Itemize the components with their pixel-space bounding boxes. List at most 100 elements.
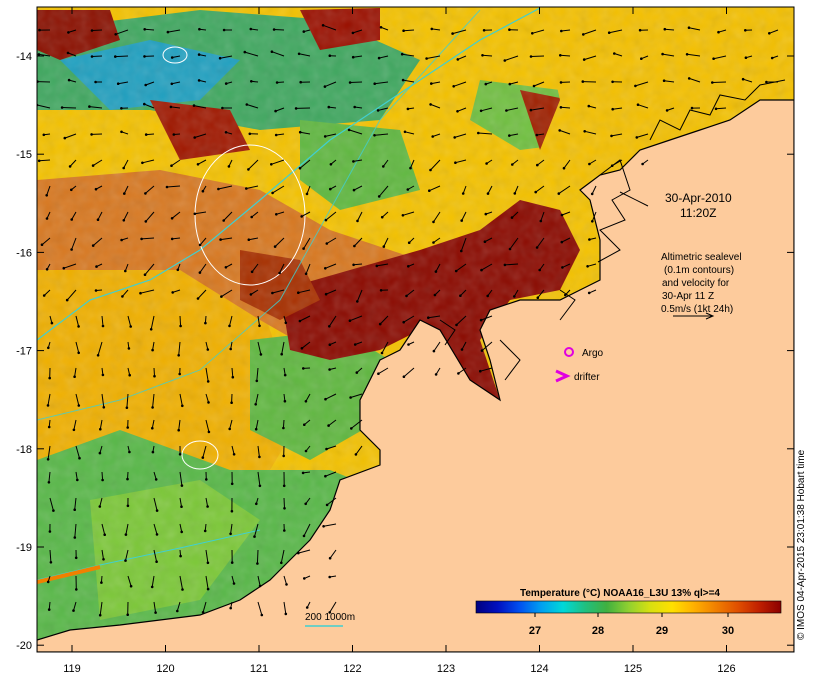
velocity-arrow-head (62, 266, 66, 270)
velocity-arrow-head (298, 319, 302, 323)
velocity-arrow (153, 367, 155, 377)
velocity-arrow-head (353, 343, 357, 346)
velocity-arrow-head (321, 24, 325, 27)
velocity-arrow-head (197, 79, 201, 82)
velocity-arrow (664, 80, 675, 83)
velocity-arrow-head (613, 52, 616, 55)
velocity-arrow-head (431, 135, 435, 138)
velocity-arrow-head (179, 324, 182, 328)
velocity-arrow (742, 78, 753, 83)
velocity-arrow-head (90, 29, 94, 32)
info-line-1: Altimetric sealevel (661, 252, 742, 263)
velocity-arrow-head (582, 33, 585, 36)
velocity-arrow (171, 211, 181, 219)
velocity-arrow-head (402, 375, 406, 379)
velocity-arrow-head (325, 447, 328, 451)
velocity-arrow (458, 367, 467, 374)
velocity-arrow (74, 367, 77, 377)
y-tick-label: -17 (16, 346, 32, 358)
velocity-arrow-head (77, 404, 81, 407)
velocity-arrow-head (37, 53, 41, 56)
velocity-arrow-head (350, 427, 353, 430)
velocity-arrow-head (587, 104, 591, 108)
velocity-arrow (530, 107, 545, 111)
velocity-arrow-head (741, 77, 745, 81)
velocity-arrow-head (272, 28, 276, 31)
velocity-arrow (127, 575, 132, 587)
velocity-arrow-head (250, 80, 253, 83)
velocity-arrow (218, 185, 233, 190)
velocity-arrow-head (230, 509, 234, 513)
velocity-arrow (435, 263, 441, 272)
velocity-arrow-head (150, 585, 154, 589)
velocity-arrow-head (260, 613, 264, 617)
velocity-arrow (609, 29, 623, 34)
velocity-arrow-head (770, 56, 774, 60)
bathymetry-1000m-contour (37, 9, 481, 421)
velocity-arrow-head (42, 294, 46, 297)
velocity-arrow-head (508, 82, 512, 86)
velocity-arrow (303, 523, 311, 537)
velocity-arrow-head (479, 318, 483, 322)
velocity-arrow (276, 211, 285, 215)
velocity-arrow (326, 445, 337, 450)
x-tick-label: 126 (717, 663, 735, 675)
velocity-arrow (560, 54, 571, 57)
velocity-arrow-head (687, 77, 691, 80)
velocity-arrow-head (323, 135, 327, 138)
velocity-arrow-head (401, 214, 405, 217)
velocity-arrow (101, 523, 106, 535)
velocity-arrow (281, 341, 285, 355)
velocity-arrow (353, 55, 363, 58)
velocity-arrow-head (125, 406, 129, 410)
velocity-arrow (433, 341, 441, 352)
velocity-arrow (583, 29, 597, 35)
velocity-arrow (561, 237, 571, 243)
velocity-arrow (481, 341, 493, 351)
velocity-arrow (205, 575, 209, 590)
velocity-arrow-head (352, 160, 355, 163)
velocity-arrow-head (379, 26, 383, 29)
velocity-arrow (662, 53, 675, 57)
velocity-arrow-head (100, 581, 103, 584)
velocity-arrow (687, 53, 701, 57)
velocity-arrow-head (73, 375, 76, 379)
velocity-arrow-head (303, 423, 306, 427)
velocity-arrow (152, 393, 155, 408)
velocity-arrow (453, 81, 467, 87)
velocity-arrow-head (352, 263, 355, 267)
velocity-arrow (89, 106, 103, 109)
velocity-arrow (38, 53, 51, 57)
velocity-arrow-head (122, 219, 126, 222)
velocity-arrow (101, 393, 105, 408)
velocity-arrow-head (638, 28, 642, 32)
velocity-arrow-head (67, 31, 70, 34)
velocity-arrow (283, 575, 287, 585)
velocity-arrow-head (534, 190, 537, 194)
velocity-arrow (478, 132, 493, 135)
velocity-arrow (514, 185, 519, 194)
velocity-arrow-head (536, 296, 540, 300)
bathymetry-south-orange (37, 565, 101, 584)
velocity-arrow-head (329, 187, 332, 191)
velocity-arrow (153, 601, 157, 613)
velocity-arrow (299, 315, 311, 322)
velocity-arrow (350, 419, 363, 429)
velocity-arrow (353, 159, 363, 162)
velocity-arrow (410, 159, 415, 169)
velocity-arrow-head (282, 426, 285, 430)
velocity-arrow-head (144, 192, 147, 195)
velocity-arrow (144, 103, 155, 109)
velocity-arrow-head (690, 106, 694, 110)
velocity-arrow-head (433, 293, 437, 297)
velocity-arrow (430, 103, 441, 109)
velocity-arrow-head (434, 373, 438, 376)
velocity-arrow-head (196, 297, 200, 300)
velocity-arrow-head (143, 28, 146, 31)
velocity-arrow (251, 211, 259, 218)
velocity-arrow (74, 497, 77, 510)
velocity-arrow-head (351, 31, 355, 35)
colorbar-title: Temperature (°C) NOAA16_L3U 13% ql>=4 (520, 588, 720, 599)
y-tick-label: -20 (16, 640, 32, 652)
velocity-arrow-head (427, 316, 430, 320)
